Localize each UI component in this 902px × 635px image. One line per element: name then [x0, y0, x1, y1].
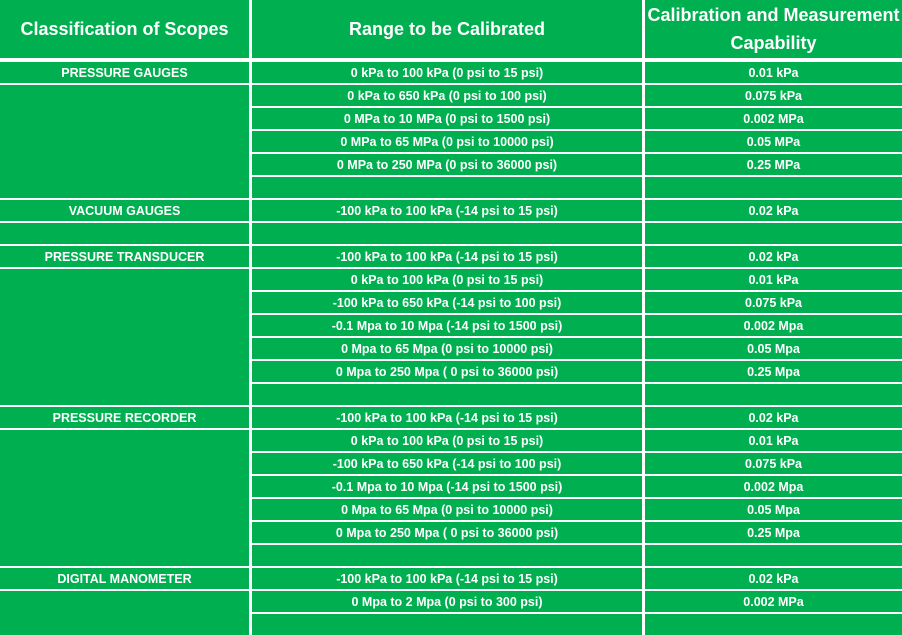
- range-cell: 0 kPa to 100 kPa (0 psi to 15 psi): [252, 269, 642, 290]
- range-cell: -100 kPa to 650 kPa (-14 psi to 100 psi): [252, 292, 642, 313]
- range-cell: [252, 384, 642, 405]
- scope-cell-merged: [0, 85, 249, 198]
- range-cell: 0 MPa to 10 MPa (0 psi to 1500 psi): [252, 108, 642, 129]
- range-cell: -100 kPa to 100 kPa (-14 psi to 15 psi): [252, 407, 642, 428]
- cmc-cell: 0.075 kPa: [645, 85, 902, 106]
- range-cell: 0 Mpa to 250 Mpa ( 0 psi to 36000 psi): [252, 361, 642, 382]
- range-cell: 0 Mpa to 65 Mpa (0 psi to 10000 psi): [252, 499, 642, 520]
- cmc-cell: 0.25 Mpa: [645, 361, 902, 382]
- scope-cell: PRESSURE GAUGES: [0, 62, 249, 83]
- header-cmc: Calibration and Measurement Capability: [645, 0, 902, 58]
- cmc-cell: [645, 384, 902, 405]
- cmc-cell: 0.01 kPa: [645, 430, 902, 451]
- header-range: Range to be Calibrated: [252, 0, 642, 58]
- range-cell: [252, 614, 642, 635]
- cmc-cell: 0.05 Mpa: [645, 338, 902, 359]
- cmc-cell: [645, 223, 902, 244]
- cmc-cell: 0.002 MPa: [645, 591, 902, 612]
- cmc-cell: 0.02 kPa: [645, 200, 902, 221]
- range-cell: 0 kPa to 650 kPa (0 psi to 100 psi): [252, 85, 642, 106]
- range-cell: -100 kPa to 100 kPa (-14 psi to 15 psi): [252, 568, 642, 589]
- cmc-cell: 0.075 kPa: [645, 453, 902, 474]
- range-cell: -100 kPa to 100 kPa (-14 psi to 15 psi): [252, 200, 642, 221]
- range-cell: 0 Mpa to 250 Mpa ( 0 psi to 36000 psi): [252, 522, 642, 543]
- cmc-cell: 0.02 kPa: [645, 407, 902, 428]
- scope-cell: PRESSURE TRANSDUCER: [0, 246, 249, 267]
- range-cell: -0.1 Mpa to 10 Mpa (-14 psi to 1500 psi): [252, 315, 642, 336]
- scope-cell-merged: [0, 591, 249, 635]
- cmc-cell: [645, 177, 902, 198]
- range-cell: [252, 223, 642, 244]
- scope-cell-merged: [0, 223, 249, 244]
- cmc-cell: 0.02 kPa: [645, 568, 902, 589]
- scope-cell: PRESSURE RECORDER: [0, 407, 249, 428]
- range-cell: -100 kPa to 100 kPa (-14 psi to 15 psi): [252, 246, 642, 267]
- range-cell: 0 MPa to 65 MPa (0 psi to 10000 psi): [252, 131, 642, 152]
- cmc-cell: 0.05 Mpa: [645, 499, 902, 520]
- cmc-cell: 0.01 kPa: [645, 269, 902, 290]
- scope-cell-merged: [0, 430, 249, 566]
- cmc-cell: 0.02 kPa: [645, 246, 902, 267]
- range-cell: [252, 177, 642, 198]
- range-cell: -100 kPa to 650 kPa (-14 psi to 100 psi): [252, 453, 642, 474]
- cmc-cell: [645, 614, 902, 635]
- cmc-cell: 0.075 kPa: [645, 292, 902, 313]
- range-cell: -0.1 Mpa to 10 Mpa (-14 psi to 1500 psi): [252, 476, 642, 497]
- scope-cell-merged: [0, 269, 249, 405]
- scope-cell: DIGITAL MANOMETER: [0, 568, 249, 589]
- cmc-cell: 0.002 Mpa: [645, 476, 902, 497]
- scope-cell: VACUUM GAUGES: [0, 200, 249, 221]
- range-cell: 0 Mpa to 65 Mpa (0 psi to 10000 psi): [252, 338, 642, 359]
- cmc-cell: 0.002 MPa: [645, 108, 902, 129]
- cmc-cell: 0.25 MPa: [645, 154, 902, 175]
- cmc-cell: 0.01 kPa: [645, 62, 902, 83]
- cmc-cell: [645, 545, 902, 566]
- range-cell: 0 MPa to 250 MPa (0 psi to 36000 psi): [252, 154, 642, 175]
- cmc-cell: 0.05 MPa: [645, 131, 902, 152]
- range-cell: 0 kPa to 100 kPa (0 psi to 15 psi): [252, 62, 642, 83]
- cmc-cell: 0.002 Mpa: [645, 315, 902, 336]
- range-cell: 0 Mpa to 2 Mpa (0 psi to 300 psi): [252, 591, 642, 612]
- range-cell: [252, 545, 642, 566]
- range-cell: 0 kPa to 100 kPa (0 psi to 15 psi): [252, 430, 642, 451]
- header-classification: Classification of Scopes: [0, 0, 249, 58]
- cmc-cell: 0.25 Mpa: [645, 522, 902, 543]
